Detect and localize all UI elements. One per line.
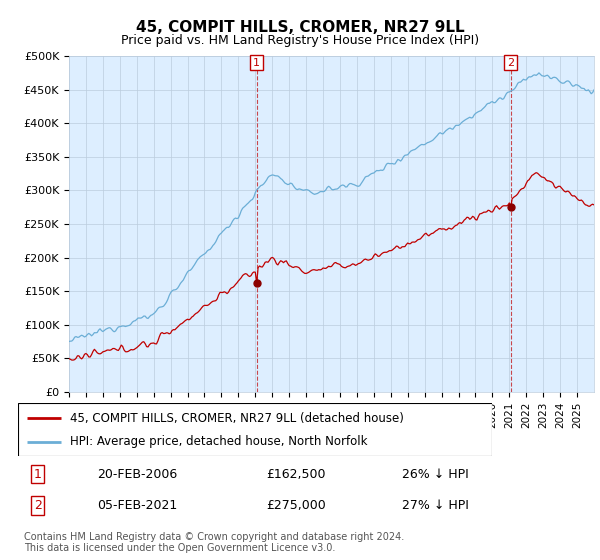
Text: £162,500: £162,500	[266, 468, 326, 480]
Text: 05-FEB-2021: 05-FEB-2021	[97, 499, 177, 512]
Text: 1: 1	[34, 468, 41, 480]
Text: 20-FEB-2006: 20-FEB-2006	[97, 468, 177, 480]
Text: 2: 2	[507, 58, 514, 68]
Text: HPI: Average price, detached house, North Norfolk: HPI: Average price, detached house, Nort…	[70, 435, 368, 448]
Text: 2: 2	[34, 499, 41, 512]
Text: Contains HM Land Registry data © Crown copyright and database right 2024.
This d: Contains HM Land Registry data © Crown c…	[23, 532, 404, 553]
Text: 45, COMPIT HILLS, CROMER, NR27 9LL: 45, COMPIT HILLS, CROMER, NR27 9LL	[136, 20, 464, 35]
Text: 45, COMPIT HILLS, CROMER, NR27 9LL (detached house): 45, COMPIT HILLS, CROMER, NR27 9LL (deta…	[70, 412, 404, 424]
Text: Price paid vs. HM Land Registry's House Price Index (HPI): Price paid vs. HM Land Registry's House …	[121, 34, 479, 46]
Text: £275,000: £275,000	[266, 499, 326, 512]
Text: 26% ↓ HPI: 26% ↓ HPI	[401, 468, 468, 480]
Text: 27% ↓ HPI: 27% ↓ HPI	[401, 499, 469, 512]
Text: 1: 1	[253, 58, 260, 68]
